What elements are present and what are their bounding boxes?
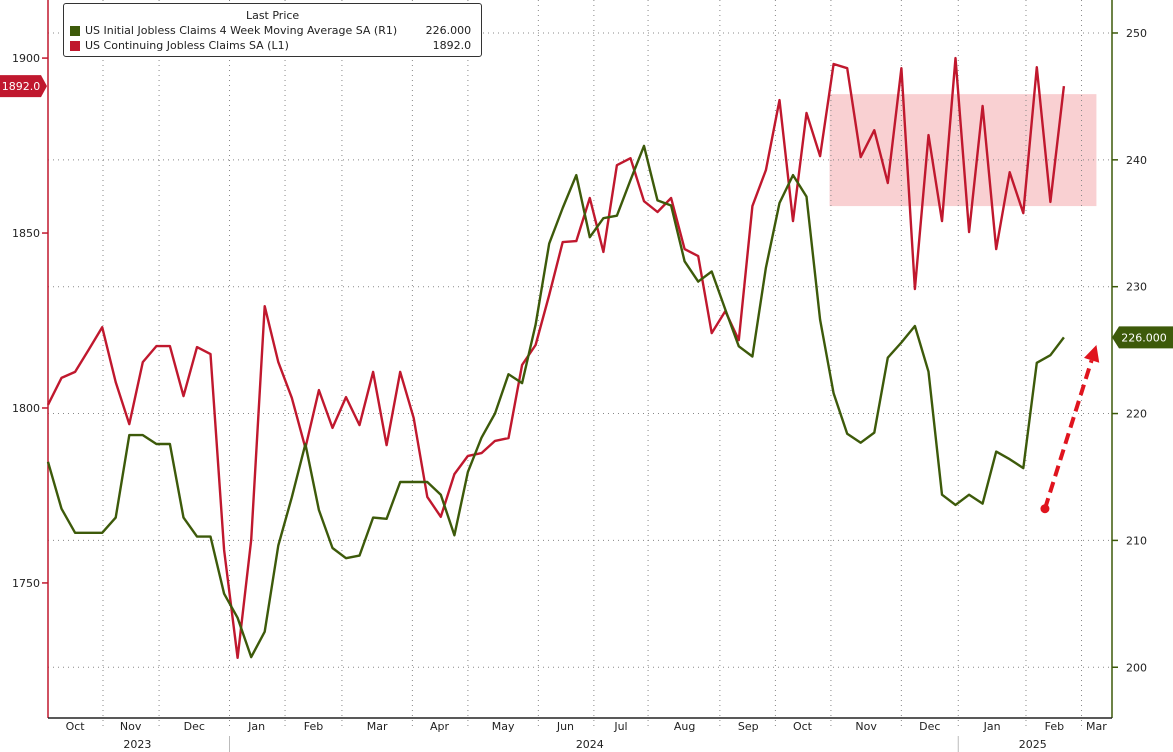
legend-label: US Initial Jobless Claims 4 Week Moving … [85, 24, 398, 37]
legend: Last Price US Initial Jobless Claims 4 W… [63, 3, 483, 57]
left-tick-label: 1850 [12, 227, 40, 240]
year-label: 2023 [123, 738, 151, 751]
month-label: Mar [1086, 720, 1107, 733]
right-tick-label: 230 [1126, 281, 1147, 294]
left-last-value-tag [0, 75, 47, 98]
month-label: Feb [1045, 720, 1064, 733]
series-line-initial-claims [46, 144, 1065, 659]
legend-swatch-initial-claims [70, 25, 80, 36]
month-label: Nov [120, 720, 142, 733]
series-line-continuing-claims [46, 56, 1066, 659]
trend-arrow-head [1083, 345, 1100, 363]
month-label: Aug [674, 720, 695, 733]
right-last-value-label: 226.000 [1121, 331, 1167, 344]
month-label: Mar [367, 720, 388, 733]
right-tick-label: 240 [1126, 154, 1147, 167]
trend-arrow-line [1043, 359, 1094, 510]
legend-swatch-continuing-claims [70, 40, 80, 51]
month-label: Oct [66, 720, 86, 733]
left-tick-label: 1800 [12, 402, 40, 415]
month-label: Jan [983, 720, 1001, 733]
legend-header: Last Price [245, 9, 300, 22]
year-label: 2024 [576, 738, 604, 751]
month-label: Dec [919, 720, 940, 733]
year-label: 2025 [1019, 738, 1047, 751]
month-label: Apr [430, 720, 450, 733]
month-label: Sep [738, 720, 759, 733]
month-label: Dec [184, 720, 205, 733]
right-tick-label: 200 [1126, 661, 1147, 674]
month-label: Jun [556, 720, 574, 733]
right-tick-label: 220 [1126, 408, 1147, 421]
right-tick-label: 210 [1126, 534, 1147, 547]
right-tick-label: 250 [1126, 27, 1147, 40]
month-label: May [492, 720, 515, 733]
left-tick-label: 1900 [12, 52, 40, 65]
legend-value: 226.000 [425, 24, 472, 37]
legend-label: US Continuing Jobless Claims SA (L1) [85, 39, 289, 52]
legend-entry-continuing-claims: US Continuing Jobless Claims SA (L1) 189… [64, 38, 481, 53]
month-label: Jul [613, 720, 627, 733]
month-label: Nov [855, 720, 877, 733]
left-tick-label: 1750 [12, 577, 40, 590]
legend-entry-initial-claims: US Initial Jobless Claims 4 Week Moving … [64, 23, 481, 38]
legend-value: 1892.0 [432, 39, 472, 52]
left-last-value-label: 1892.0 [2, 80, 41, 93]
month-label: Oct [793, 720, 813, 733]
right-last-value-tag [1112, 326, 1173, 349]
month-label: Jan [247, 720, 265, 733]
month-label: Feb [304, 720, 323, 733]
